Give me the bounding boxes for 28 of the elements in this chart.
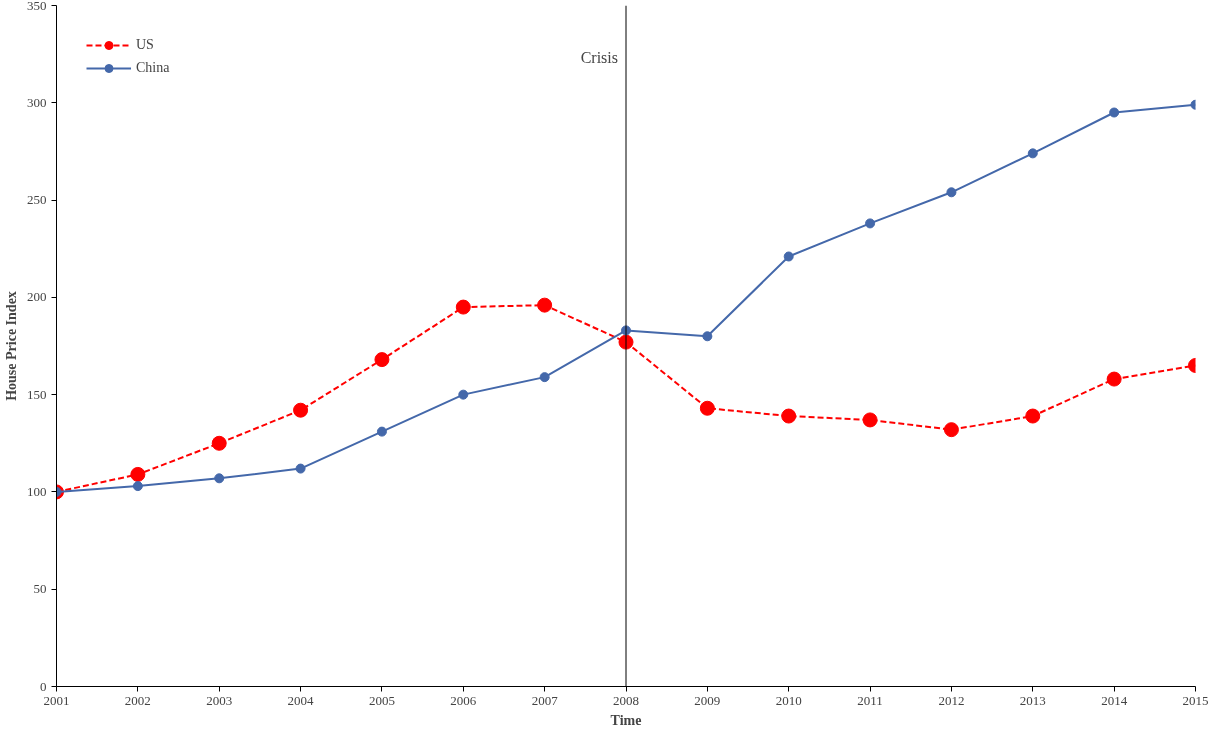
x-tick-label: 2003	[206, 692, 233, 708]
x-tick-label: 2013	[1019, 692, 1046, 708]
x-axis-title: Time	[610, 712, 642, 728]
x-tick-label: 2010	[775, 692, 802, 708]
x-tick-label: 2008	[613, 692, 639, 708]
y-tick-label: 250	[27, 192, 47, 208]
y-tick-label: 150	[27, 386, 47, 402]
y-tick-label: 200	[27, 289, 47, 305]
x-tick-label: 2001	[43, 692, 70, 708]
y-tick-label: 100	[27, 483, 47, 499]
y-tick-label: 0	[40, 678, 47, 694]
ref-line-label: Crisis	[580, 48, 618, 66]
x-tick-label: 2006	[450, 692, 477, 708]
y-tick-label: 50	[33, 581, 47, 597]
y-axis-title: House Price Index	[4, 291, 19, 401]
x-tick-label: 2005	[368, 692, 395, 708]
x-tick-label: 2011	[857, 692, 883, 708]
x-tick-label: 2015	[1182, 692, 1209, 708]
x-tick-label: 2007	[531, 692, 559, 708]
y-tick-label: 300	[27, 94, 47, 110]
legend-label: China	[136, 60, 170, 76]
x-tick-label: 2012	[938, 692, 965, 708]
legend-label: US	[136, 37, 155, 53]
y-tick-label: 350	[27, 0, 47, 13]
x-tick-label: 2002	[124, 692, 151, 708]
x-tick-label: 2004	[287, 692, 315, 708]
x-tick-label: 2014	[1101, 692, 1128, 708]
x-tick-label: 2009	[694, 692, 721, 708]
